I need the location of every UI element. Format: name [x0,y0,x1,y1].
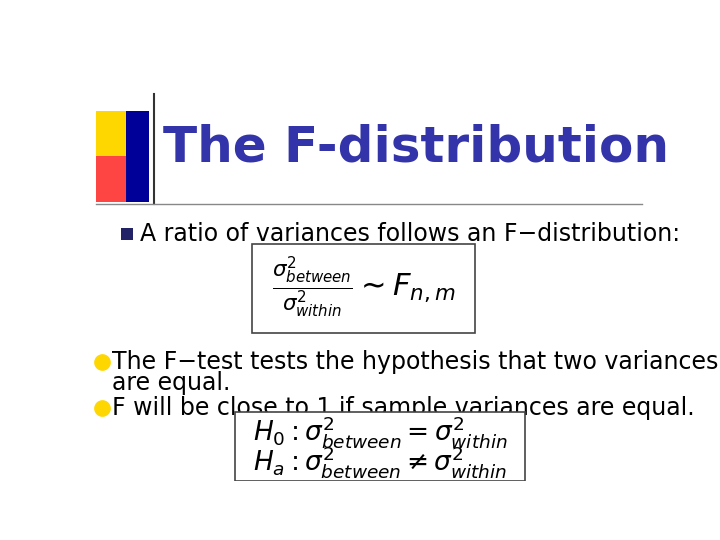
Text: The F-distribution: The F-distribution [163,124,669,172]
FancyBboxPatch shape [126,111,148,202]
FancyBboxPatch shape [96,156,126,202]
Text: A ratio of variances follows an F−distribution:: A ratio of variances follows an F−distri… [140,222,680,246]
Text: $H_0 : \sigma^2_{between} = \sigma^2_{within}$: $H_0 : \sigma^2_{between} = \sigma^2_{wi… [253,414,508,450]
FancyBboxPatch shape [252,244,475,333]
FancyBboxPatch shape [96,111,126,156]
Text: $H_a : \sigma^2_{between} \neq \sigma^2_{within}$: $H_a : \sigma^2_{between} \neq \sigma^2_… [253,444,508,480]
Text: $\frac{\sigma^2_{between}}{\sigma^2_{within}} \sim F_{n,m}$: $\frac{\sigma^2_{between}}{\sigma^2_{wit… [271,255,455,321]
Text: The F−test tests the hypothesis that two variances: The F−test tests the hypothesis that two… [112,350,719,374]
Bar [121,228,133,240]
Text: are equal.: are equal. [112,371,230,395]
FancyBboxPatch shape [235,411,526,482]
Text: F will be close to 1 if sample variances are equal.: F will be close to 1 if sample variances… [112,396,695,420]
